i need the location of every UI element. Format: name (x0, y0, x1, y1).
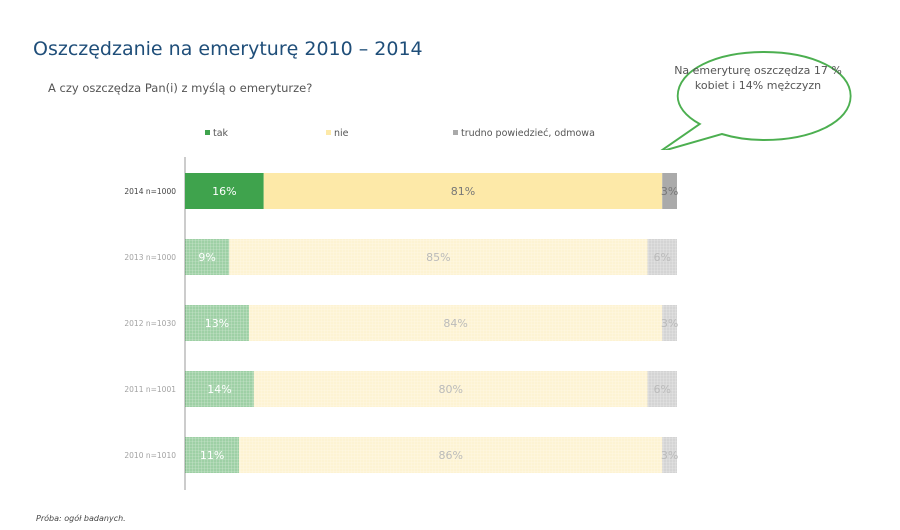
bar-texture (647, 239, 677, 275)
bar-texture (662, 305, 677, 341)
category-label: 2011 n=1001 (124, 385, 176, 394)
data-label: 86% (438, 449, 462, 462)
data-label: 3% (661, 449, 678, 462)
data-label: 6% (654, 251, 671, 264)
legend-label-1: nie (334, 128, 349, 139)
bar-texture (185, 239, 230, 275)
callout-text: Na emeryturę oszczędza 17 % kobiet i 14%… (674, 64, 842, 92)
bar-row: 2013 n=1000 9% 85% 6% (124, 239, 677, 275)
data-label: 14% (207, 383, 231, 396)
bar-texture (248, 305, 663, 341)
bar-texture (229, 239, 648, 275)
data-label: 84% (443, 317, 467, 330)
bar-texture (185, 305, 249, 341)
legend-swatch-1 (326, 130, 331, 135)
data-label: 16% (212, 185, 236, 198)
bar-texture (253, 371, 648, 407)
legend-swatch-2 (453, 130, 458, 135)
bar-texture (185, 437, 240, 473)
bar-texture (239, 437, 663, 473)
data-label: 6% (654, 383, 671, 396)
bar-segment-trudno (662, 173, 677, 209)
legend-label-2: trudno powiedzieć, odmowa (461, 128, 595, 139)
category-label: 2014 n=1000 (124, 187, 176, 196)
bar-segment-nie (263, 173, 663, 209)
bar-row: 2014 n=1000 16% 81% 3% (124, 173, 678, 209)
bar-texture (647, 371, 677, 407)
data-label: 3% (661, 317, 678, 330)
bar-texture (185, 371, 254, 407)
data-label: 9% (198, 251, 215, 264)
category-label: 2010 n=1010 (124, 451, 176, 460)
bar-segment-tak (185, 173, 264, 209)
bar-texture (662, 437, 677, 473)
category-label: 2012 n=1030 (124, 319, 176, 328)
bar-row: 2010 n=1010 11% 86% 3% (124, 437, 678, 473)
category-label: 2013 n=1000 (124, 253, 176, 262)
speech-bubble (660, 50, 852, 150)
bar-row: 2011 n=1001 14% 80% 6% (124, 371, 677, 407)
legend-label-0: tak (213, 128, 229, 139)
legend-swatch-0 (205, 130, 210, 135)
data-label: 81% (451, 185, 475, 198)
stacked-bar-chart: tak nie trudno powiedzieć, odmowa 2014 n=10… (124, 128, 678, 490)
data-label: 85% (426, 251, 450, 264)
page-title: Oszczędzanie na emeryturę 2010 – 2014 (33, 38, 423, 60)
bar-row: 2012 n=1030 13% 84% 3% (124, 305, 678, 341)
footnote: Próba: ogół badanych. (36, 514, 126, 523)
question-subtitle: A czy oszczędza Pan(i) z myślą o emerytu… (48, 81, 313, 95)
data-label: 3% (661, 185, 678, 198)
data-label: 11% (200, 449, 224, 462)
data-label: 13% (205, 317, 229, 330)
data-label: 80% (438, 383, 462, 396)
